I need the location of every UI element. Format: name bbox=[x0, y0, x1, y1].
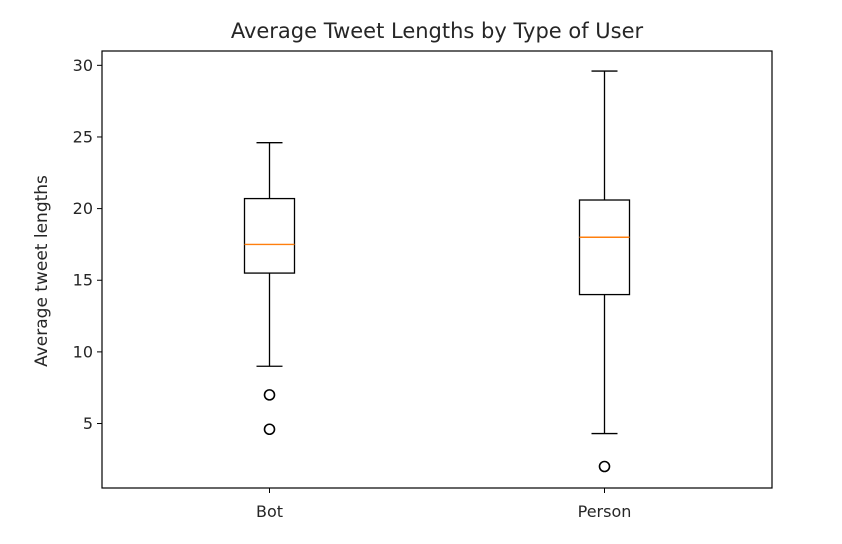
y-tick-label: 15 bbox=[73, 271, 93, 290]
outlier-point-person bbox=[598, 460, 611, 473]
axes-frame bbox=[101, 50, 773, 489]
plot-area: 5 10 15 20 25 30 Bot Person bbox=[73, 56, 632, 521]
chart-title: Average Tweet Lengths by Type of User bbox=[231, 19, 644, 43]
outlier-point-bot bbox=[263, 423, 276, 436]
box-bot bbox=[243, 197, 296, 274]
y-axis-label: Average tweet lengths bbox=[32, 175, 52, 367]
outlier-point-bot bbox=[263, 389, 276, 401]
y-tick-label: 30 bbox=[73, 56, 93, 75]
x-tick-label: Person bbox=[578, 502, 632, 521]
y-tick-label: 20 bbox=[73, 199, 93, 218]
y-tick-label: 10 bbox=[73, 342, 93, 361]
y-tick-label: 5 bbox=[83, 414, 93, 433]
x-tick-label: Bot bbox=[256, 502, 283, 521]
box-person bbox=[578, 199, 631, 296]
y-tick-label: 25 bbox=[73, 127, 93, 146]
